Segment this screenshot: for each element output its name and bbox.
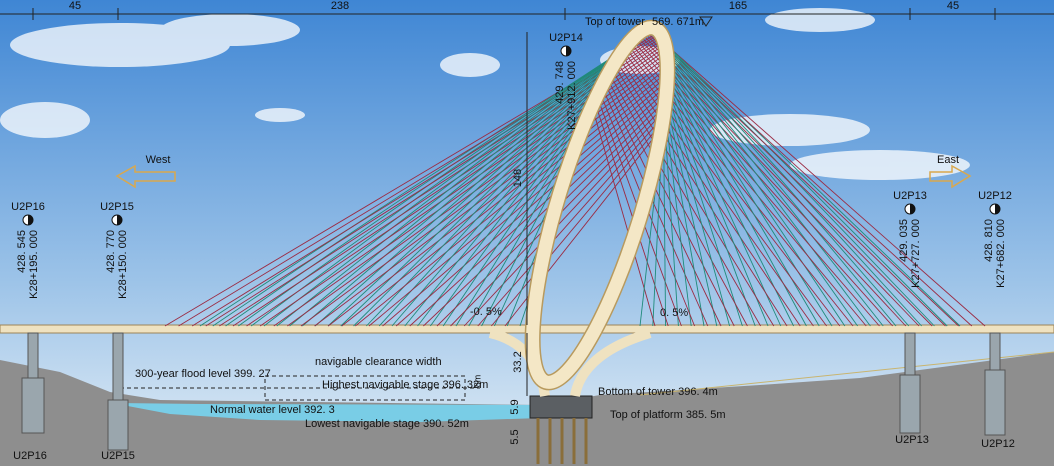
pier-id: U2P13: [893, 190, 927, 202]
deck-clearance: 33.2: [512, 351, 524, 372]
tower-top-label: Top of tower: [585, 16, 645, 28]
tower-height: 148: [512, 169, 524, 187]
highest-stage: Highest navigable stage 396. 32m: [322, 379, 488, 391]
pier-bottom-label: U2P16: [13, 450, 47, 462]
tower-bottom: Bottom of tower 396. 4m: [598, 386, 718, 398]
lowest-stage: Lowest navigable stage 390. 52m: [305, 418, 469, 430]
span-label: 45: [69, 0, 81, 12]
grade-left: -0. 5%: [470, 306, 502, 318]
pier-id: U2P15: [100, 201, 134, 213]
direction-east: East: [937, 154, 959, 166]
pier-bottom-label: U2P13: [895, 434, 929, 446]
pier-station: K28+195. 000: [28, 230, 40, 299]
pier-elevation: 428. 770: [105, 230, 117, 273]
pier-station: K27+727. 000: [910, 219, 922, 288]
span-label: 238: [331, 0, 349, 12]
pier-elevation: 428. 545: [16, 230, 28, 273]
pier-station: K28+150. 000: [117, 230, 129, 299]
pier-elevation: 429. 748: [554, 61, 566, 104]
depth: 5.9: [509, 399, 521, 414]
platform-top: Top of platform 385. 5m: [610, 409, 726, 421]
direction-west: West: [146, 154, 171, 166]
pier-station: K27+912. 000: [566, 61, 578, 130]
tower-top-elevation: 569. 671m: [652, 16, 704, 28]
pier-id: U2P16: [11, 201, 45, 213]
pier-id: U2P12: [978, 190, 1012, 202]
pier-bottom-label: U2P15: [101, 450, 135, 462]
flood-level: 300-year flood level 399. 27: [135, 368, 271, 380]
span-label: 165: [729, 0, 747, 12]
pier-elevation: 429. 035: [898, 219, 910, 262]
pile-cap: [530, 396, 592, 418]
span-label: 45: [947, 0, 959, 12]
clearance-width: navigable clearance width: [315, 356, 442, 368]
pier-bottom-label: U2P12: [981, 438, 1015, 450]
normal-level: Normal water level 392. 3: [210, 404, 335, 416]
depth: 5.5: [509, 429, 521, 444]
grade-right: 0. 5%: [660, 307, 688, 319]
pier-id: U2P14: [549, 32, 583, 44]
bridge-elevation: 45 238 165 45 Top of tower 569. 671m 148…: [0, 0, 1054, 466]
pier-station: K27+682. 000: [995, 219, 1007, 288]
pier-elevation: 428. 810: [983, 219, 995, 262]
